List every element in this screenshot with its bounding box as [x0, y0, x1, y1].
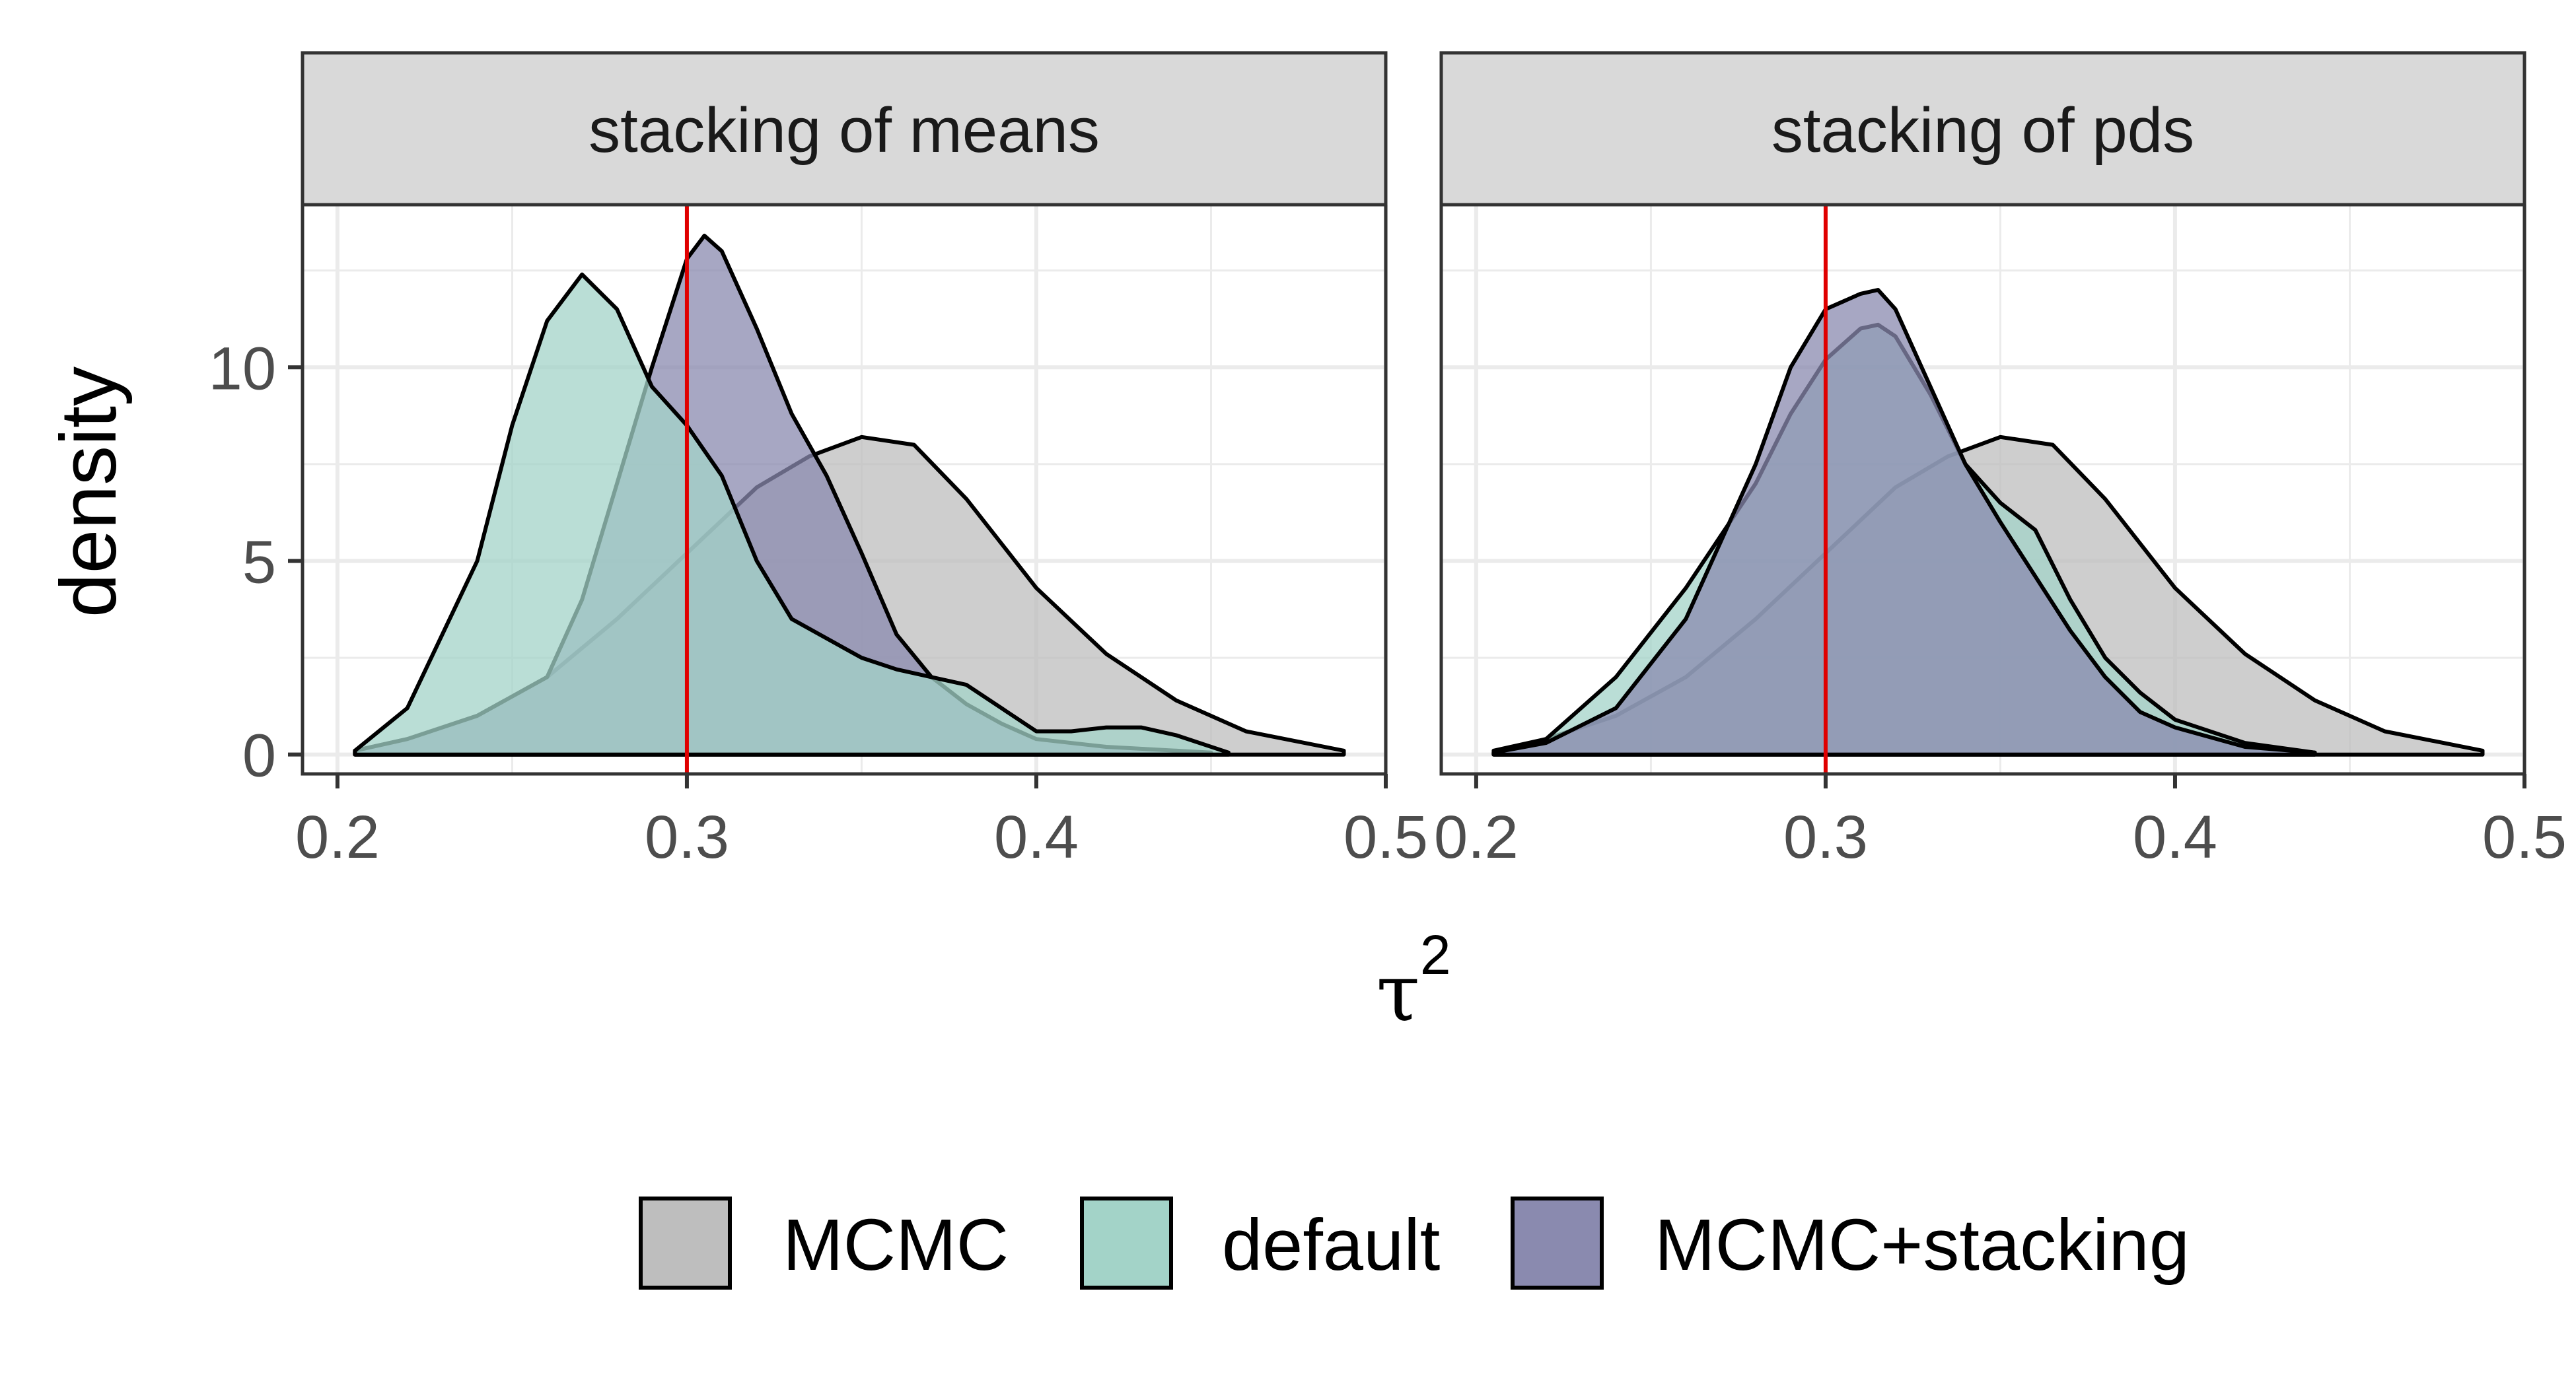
x-tick-label: 0.4	[994, 804, 1079, 871]
y-tick-label: 10	[209, 335, 276, 402]
density-layer	[1491, 288, 2485, 757]
strip-background	[301, 51, 1388, 207]
strip-label: stacking of pds	[1771, 95, 2194, 166]
panel-stacking-of-pds: stacking of pds 0.2 0.3 0.4 0.5	[1434, 51, 2567, 871]
x-tick-label: 0.5	[2482, 804, 2567, 871]
x-tick-label: 0.3	[1783, 804, 1868, 871]
x-axis: 0.2 0.3 0.4 0.5	[295, 774, 1428, 871]
legend-swatch-mcmc	[639, 1197, 732, 1290]
strip-label: stacking of means	[589, 95, 1100, 166]
x-tick-label: 0.2	[1434, 804, 1519, 871]
y-tick-label: 0	[242, 722, 276, 790]
y-axis-title: density	[44, 366, 133, 617]
x-axis-title: τ2	[1376, 924, 1450, 1039]
x-axis: 0.2 0.3 0.4 0.5	[1434, 774, 2567, 871]
x-tick-label: 0.2	[295, 804, 380, 871]
x-tick-label: 0.5	[1343, 804, 1428, 871]
legend: MCMC default MCMC+stacking	[639, 1197, 2190, 1290]
density-layer	[353, 233, 1346, 757]
legend-label-default: default	[1222, 1204, 1440, 1286]
density-mcmc-stacking	[1491, 288, 2317, 757]
legend-swatch-mcmc-stacking	[1511, 1197, 1604, 1290]
y-tick-label: 5	[242, 528, 276, 596]
legend-swatch-default	[1080, 1197, 1173, 1290]
panel-border	[1439, 203, 2526, 776]
legend-label-mcmc-stacking: MCMC+stacking	[1655, 1204, 2190, 1286]
panel-stacking-of-means: stacking of means 0.2 0.3 0.4 0.5	[295, 51, 1428, 871]
x-axis-symbol: τ	[1376, 948, 1419, 1039]
y-axis: 0 5 10	[209, 335, 303, 790]
x-tick-label: 0.3	[645, 804, 729, 871]
panel-border	[301, 203, 1388, 776]
strip-background	[1439, 51, 2526, 207]
legend-label-mcmc: MCMC	[783, 1204, 1009, 1286]
x-tick-label: 0.4	[2133, 804, 2217, 871]
x-axis-superscript: 2	[1420, 924, 1451, 986]
density-default	[353, 272, 1231, 757]
